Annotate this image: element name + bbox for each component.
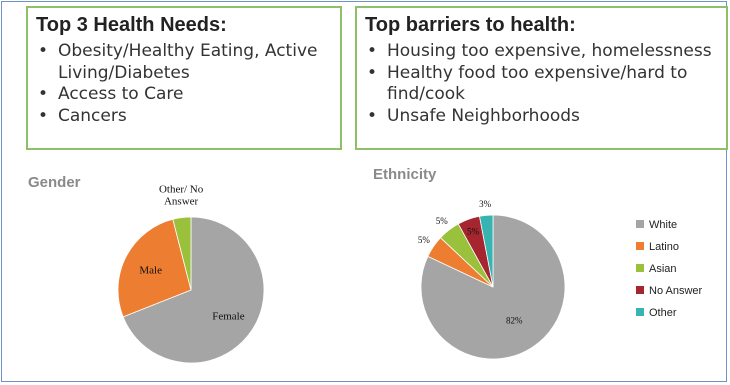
legend-swatch bbox=[636, 242, 644, 250]
pie-slice-female bbox=[122, 216, 265, 364]
health-needs-list: Obesity/Healthy Eating, Active Living/Di… bbox=[36, 41, 332, 127]
data-label: 82% bbox=[506, 315, 523, 325]
ethnicity-chart-title: Ethnicity bbox=[373, 166, 437, 183]
pie-slice-male bbox=[117, 218, 192, 318]
health-needs-heading: Top 3 Health Needs: bbox=[36, 14, 227, 36]
pie-slice-other-no-answer bbox=[172, 216, 192, 291]
legend-label: Latino bbox=[649, 241, 679, 253]
data-label: 5% bbox=[467, 227, 480, 237]
legend-label: No Answer bbox=[649, 285, 703, 297]
gender-chart-title: Gender bbox=[28, 174, 81, 191]
slice-label: Other/ No bbox=[159, 184, 204, 196]
slice-label: Answer bbox=[164, 196, 199, 208]
slice-label: Male bbox=[139, 265, 162, 277]
list-item: Healthy food too expensive/hard to find/… bbox=[367, 63, 718, 106]
legend-label: White bbox=[649, 219, 677, 231]
data-label: 5% bbox=[436, 216, 449, 226]
slice-label: Female bbox=[212, 310, 244, 322]
list-item: Housing too expensive, homelessness bbox=[367, 41, 718, 63]
health-barriers-list: Housing too expensive, homelessness Heal… bbox=[365, 41, 718, 127]
list-item: Unsafe Neighborhoods bbox=[367, 106, 718, 128]
legend-label: Asian bbox=[649, 263, 677, 275]
data-label: 5% bbox=[418, 235, 431, 245]
legend-swatch bbox=[636, 264, 644, 272]
list-item: Cancers bbox=[38, 106, 332, 128]
data-label: 3% bbox=[479, 199, 492, 209]
health-needs-box: Top 3 Health Needs: Obesity/Healthy Eati… bbox=[26, 6, 342, 150]
health-barriers-heading: Top barriers to health: bbox=[365, 14, 576, 36]
pie-slice-other bbox=[479, 214, 494, 288]
list-item: Obesity/Healthy Eating, Active Living/Di… bbox=[38, 41, 332, 84]
list-item: Access to Care bbox=[38, 84, 332, 106]
legend-swatch bbox=[636, 286, 644, 294]
legend-swatch bbox=[636, 220, 644, 228]
health-barriers-box: Top barriers to health: Housing too expe… bbox=[355, 6, 728, 150]
legend-label: Other bbox=[649, 307, 677, 319]
legend-swatch bbox=[636, 308, 644, 316]
